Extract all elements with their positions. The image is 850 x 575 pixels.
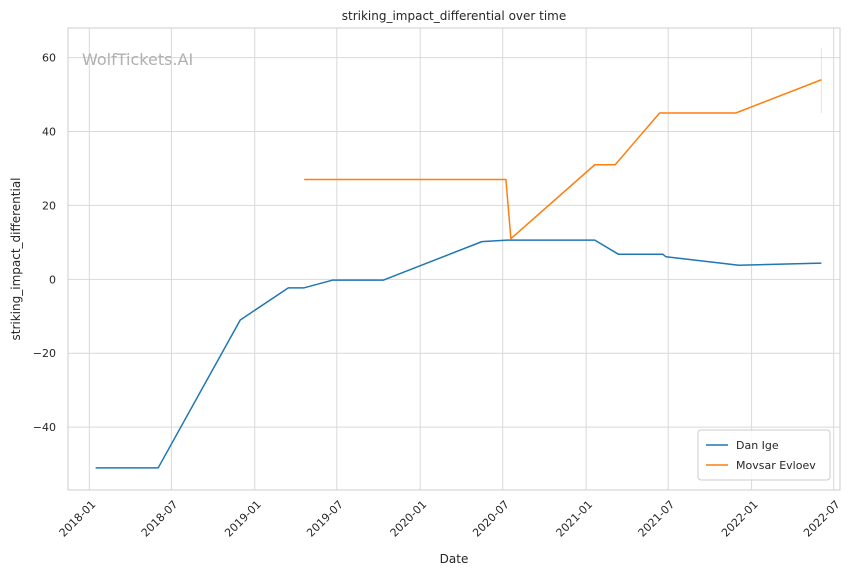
plot-frame [67,27,841,491]
y-axis-label: striking_impact_differential [9,177,23,340]
x-tick-label: 2019-01 [222,498,264,540]
x-tick-label: 2018-01 [57,498,99,540]
plot-area [68,28,840,490]
y-tick-label: −20 [33,347,56,360]
legend: Dan Ige Movsar Evloev [697,429,831,481]
x-tick-label: 2020-01 [388,498,430,540]
x-tick-label: 2022-01 [719,498,761,540]
legend-label-dan-ige: Dan Ige [736,439,779,452]
x-tick-label: 2022-07 [801,498,843,540]
x-tick-label: 2021-01 [554,498,596,540]
series-line-dan-ige [95,239,822,469]
watermark: WolfTickets.AI [82,50,193,69]
y-tick-label: −40 [33,421,56,434]
y-axis-ticks: −40 −20 0 20 40 60 [33,52,56,435]
y-tick-label: 0 [49,273,56,286]
legend-label-movsar-evloev: Movsar Evloev [736,459,816,472]
x-axis-ticks: 2018-01 2018-07 2019-01 2019-07 2020-01 2020-… [57,498,843,540]
x-tick-label: 2018-07 [139,498,181,540]
x-tick-label: 2019-07 [304,498,346,540]
legend-box [697,429,831,481]
grid-lines [68,28,840,490]
chart-title: striking_impact_differential over time [342,9,567,23]
series-line-movsar-evloev [304,79,822,240]
y-tick-label: 40 [42,125,56,138]
y-tick-label: 60 [42,52,56,65]
x-tick-label: 2020-07 [470,498,512,540]
series-lines [95,48,822,469]
x-tick-label: 2021-07 [636,498,678,540]
x-axis-label: Date [440,552,469,566]
y-tick-label: 20 [42,199,56,212]
